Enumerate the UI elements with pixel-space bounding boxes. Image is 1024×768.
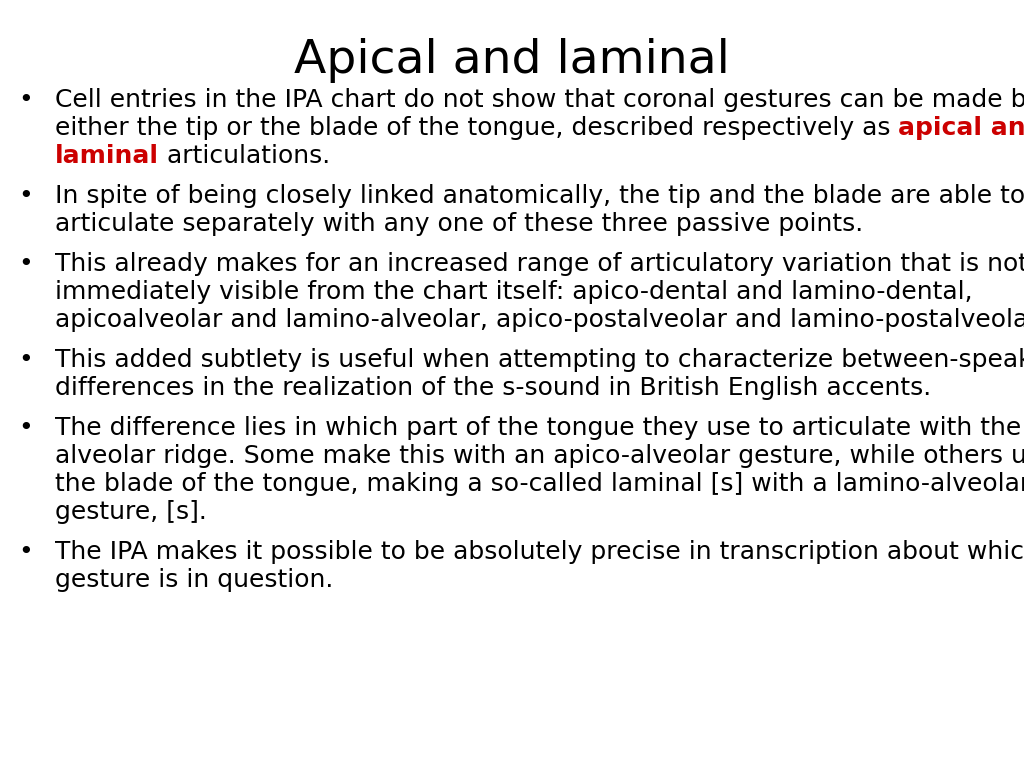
Text: •: • xyxy=(18,416,33,440)
Text: articulate separately with any one of these three passive points.: articulate separately with any one of th… xyxy=(55,212,863,236)
Text: Apical and laminal: Apical and laminal xyxy=(294,38,730,83)
Text: Cell entries in the IPA chart do not show that coronal gestures can be made by: Cell entries in the IPA chart do not sho… xyxy=(55,88,1024,112)
Text: the blade of the tongue, making a so-called laminal [s] with a lamino-alveolar: the blade of the tongue, making a so-cal… xyxy=(55,472,1024,496)
Text: immediately visible from the chart itself: apico-dental and lamino-dental,: immediately visible from the chart itsel… xyxy=(55,280,973,304)
Text: This added subtlety is useful when attempting to characterize between-speaker: This added subtlety is useful when attem… xyxy=(55,348,1024,372)
Text: apicoalveolar and lamino-alveolar, apico-postalveolar and lamino-postalveolar.: apicoalveolar and lamino-alveolar, apico… xyxy=(55,308,1024,332)
Text: •: • xyxy=(18,252,33,276)
Text: differences in the realization of the s-sound in British English accents.: differences in the realization of the s-… xyxy=(55,376,931,400)
Text: apical and: apical and xyxy=(898,116,1024,140)
Text: This already makes for an increased range of articulatory variation that is not: This already makes for an increased rang… xyxy=(55,252,1024,276)
Text: The IPA makes it possible to be absolutely precise in transcription about which: The IPA makes it possible to be absolute… xyxy=(55,540,1024,564)
Text: •: • xyxy=(18,540,33,564)
Text: •: • xyxy=(18,348,33,372)
Text: The difference lies in which part of the tongue they use to articulate with the: The difference lies in which part of the… xyxy=(55,416,1021,440)
Text: In spite of being closely linked anatomically, the tip and the blade are able to: In spite of being closely linked anatomi… xyxy=(55,184,1024,208)
Text: gesture is in question.: gesture is in question. xyxy=(55,568,334,592)
Text: •: • xyxy=(18,88,33,112)
Text: articulations.: articulations. xyxy=(159,144,331,168)
Text: either the tip or the blade of the tongue, described respectively as: either the tip or the blade of the tongu… xyxy=(55,116,898,140)
Text: alveolar ridge. Some make this with an apico-alveolar gesture, while others use: alveolar ridge. Some make this with an a… xyxy=(55,444,1024,468)
Text: gesture, [s].: gesture, [s]. xyxy=(55,500,207,524)
Text: laminal: laminal xyxy=(55,144,159,168)
Text: •: • xyxy=(18,184,33,208)
